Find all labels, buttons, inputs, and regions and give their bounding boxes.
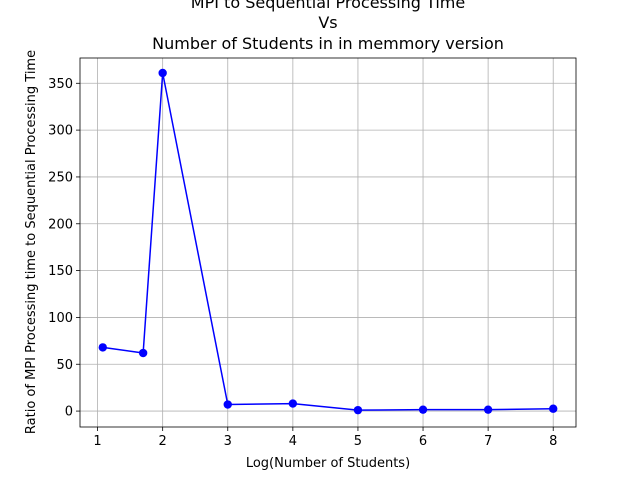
series-layer — [98, 68, 558, 415]
chart-title: MPI to Sequential Processing Time Vs Num… — [152, 0, 504, 53]
x-tick-label: 6 — [419, 434, 427, 449]
data-point — [158, 68, 167, 78]
data-point — [138, 348, 148, 358]
data-point — [483, 405, 493, 414]
data-point — [223, 400, 232, 409]
plot-frame — [79, 57, 577, 428]
grid — [80, 58, 576, 427]
y-tick-label: 250 — [48, 170, 73, 185]
x-tick-label: 8 — [549, 434, 557, 449]
data-point — [98, 343, 107, 352]
y-axis-label: Ratio of MPI Processing time to Sequenti… — [24, 50, 39, 434]
y-tick-label: 100 — [48, 311, 73, 326]
data-point — [418, 405, 428, 414]
data-point — [549, 404, 558, 413]
y-tick-label: 0 — [65, 405, 73, 420]
x-tick-label: 3 — [224, 434, 232, 449]
x-axis-label: Log(Number of Students) — [246, 456, 410, 471]
y-tick-label: 50 — [56, 358, 73, 373]
x-tick-label: 7 — [484, 434, 492, 449]
data-point — [353, 405, 363, 415]
x-tick-label: 2 — [159, 434, 167, 449]
plot-area-border — [79, 57, 577, 428]
x-tick-label: 5 — [354, 434, 362, 449]
axis-ticks: 1 2 3 4 5 6 7 8 0 50 100 150 200 250 300 350 — [48, 77, 557, 449]
chart-title-line-2: Vs — [318, 13, 337, 32]
data-point — [288, 399, 298, 408]
y-tick-label: 300 — [48, 124, 73, 139]
chart-title-line-1: MPI to Sequential Processing Time — [191, 0, 465, 12]
series-line — [102, 72, 554, 411]
x-tick-label: 1 — [93, 434, 101, 449]
y-tick-label: 150 — [48, 264, 73, 279]
y-tick-label: 200 — [48, 217, 73, 232]
chart-title-line-3: Number of Students in in memmory version — [152, 34, 504, 53]
x-tick-label: 4 — [289, 434, 297, 449]
y-tick-label: 350 — [48, 77, 73, 92]
